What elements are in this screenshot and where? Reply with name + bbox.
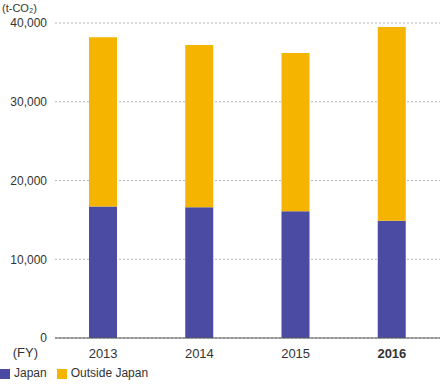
html-text:Outside Japan: Outside Japan	[70, 366, 149, 380]
svg-text:(FY): (FY)	[13, 345, 38, 360]
html-text:Japan: Japan	[14, 366, 47, 380]
svg-text:30,000: 30,000	[10, 95, 47, 109]
svg-text:2014: 2014	[185, 346, 214, 361]
svg-text:0: 0	[40, 331, 47, 345]
svg-text:40,000: 40,000	[10, 16, 47, 30]
svg-text:2015: 2015	[281, 346, 310, 361]
svg-text:10,000: 10,000	[10, 253, 47, 267]
svg-text:2016: 2016	[377, 346, 406, 361]
svg-text:20,000: 20,000	[10, 174, 47, 188]
html-text:(t-CO₂): (t-CO₂)	[2, 2, 37, 14]
svg-text:2013: 2013	[89, 346, 118, 361]
